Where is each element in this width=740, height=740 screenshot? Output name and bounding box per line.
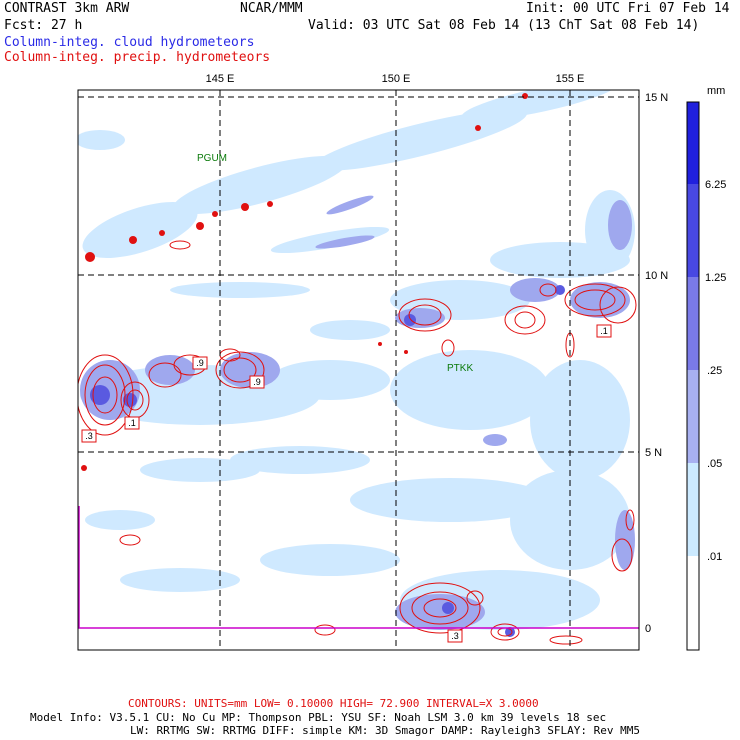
colorbar-tick: .01 [707,551,722,563]
precip-cores [81,93,528,471]
model-info-line1: Model Info: V3.5.1 CU: No Cu MP: Thompso… [30,711,607,724]
colorbar-segment [687,102,699,184]
colorbar-segment [687,370,699,463]
precip-contours [78,240,637,645]
station-pgum: PGUM [197,153,227,164]
lat-label-15: 15 N [645,92,668,104]
contour-info: CONTOURS: UNITS=mm LOW= 0.10000 HIGH= 72… [128,697,539,710]
valid-time: Valid: 03 UTC Sat 08 Feb 14 (13 ChT Sat … [308,18,700,33]
colorbar-tick: .25 [707,365,722,377]
contour-label: .3 [451,631,459,641]
contour-label: .3 [85,431,93,441]
colorbar: mm 6.25 1.25 .25 .05 .01 [686,85,726,651]
colorbar-unit: mm [707,85,725,97]
colorbar-tick: .05 [707,458,722,470]
cloud-shading-dark [90,285,565,637]
hydrometeor-field [78,90,639,650]
lon-label-150: 150 E [382,73,411,85]
lon-label-145: 145 E [206,73,235,85]
lat-label-0: 0 [645,623,651,635]
contour-label: .9 [196,358,204,368]
contour-label: .1 [128,418,136,428]
lat-lon-grid [78,90,639,650]
station-ptkk: PTKK [447,363,473,374]
colorbar-segment [687,463,699,556]
colorbar-segment [687,184,699,277]
contour-label: .9 [253,377,261,387]
colorbar-tick: 6.25 [705,179,726,191]
center-label: NCAR/MMM [240,1,303,16]
field-precip-label: Column-integ. precip. hydrometeors [4,50,271,65]
field-cloud-label: Column-integ. cloud hydrometeors [4,35,255,50]
lat-label-10: 10 N [645,270,668,282]
model-title: CONTRAST 3km ARW [4,1,130,16]
lat-label-5: 5 N [645,447,662,459]
model-info-line2: LW: RRTMG SW: RRTMG DIFF: simple KM: 3D … [130,724,640,737]
init-time: Init: 00 UTC Fri 07 Feb 14 [526,1,730,16]
colorbar-segment [687,277,699,370]
contour-label: .1 [600,326,608,336]
colorbar-tick: 1.25 [705,272,726,284]
forecast-hour: Fcst: 27 h [4,18,83,33]
plot-frame [77,89,640,651]
lon-label-155: 155 E [556,73,585,85]
colorbar-segment [687,556,699,650]
